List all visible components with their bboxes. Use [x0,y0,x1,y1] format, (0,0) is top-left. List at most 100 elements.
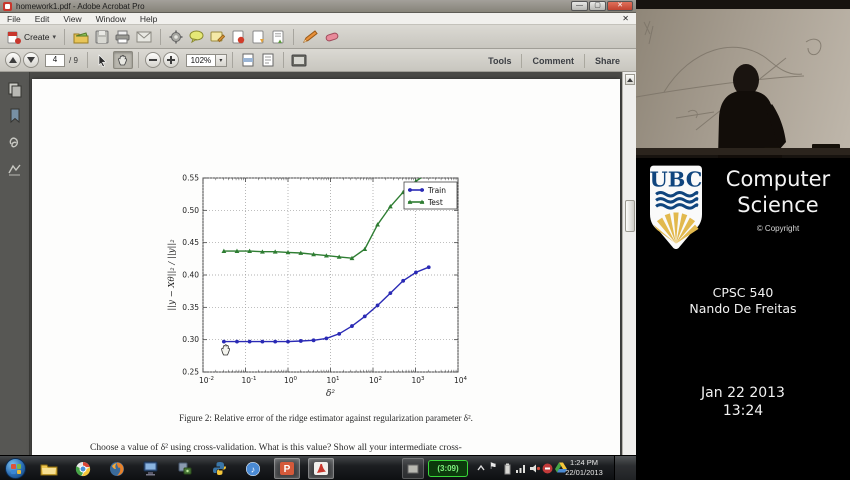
tray-hidden-icons-arrow[interactable] [476,463,486,473]
comment-panel-button[interactable]: Comment [532,55,574,66]
page-thumbnails-icon[interactable] [7,82,23,98]
volume-icon[interactable] [529,463,541,474]
svg-text:10-1: 10-1 [242,376,257,385]
highlight-note-icon[interactable] [207,28,228,46]
toolbar-separator [293,28,295,45]
toolbar-separator [160,28,162,45]
svg-text:δ²: δ² [326,389,335,399]
powerpoint-icon: P [280,462,294,475]
copyright-label: © Copyright [756,224,800,233]
next-page-button[interactable] [23,52,39,68]
zoom-out-button[interactable] [144,52,161,68]
create-dropdown-icon: ▾ [52,33,57,41]
close-button[interactable]: ✕ [607,1,633,11]
zoom-in-button[interactable] [162,52,179,68]
menu-help[interactable]: Help [139,13,158,24]
department-line2: Science [737,193,819,217]
toolbar-separator [64,28,66,45]
open-button[interactable] [70,28,92,46]
toolbar-separator [521,53,523,68]
lecturer-body [718,91,782,158]
google-drive-icon[interactable] [555,462,567,473]
settings-gear-icon[interactable] [166,28,186,46]
select-tool-button[interactable] [93,51,113,69]
taskbar-computer-button[interactable] [138,458,164,479]
page-number-input[interactable]: 4 [45,53,65,67]
menu-window[interactable]: Window [95,13,126,24]
lecture-video-panel: UBC Computer Science [636,0,850,480]
menu-file[interactable]: File [7,13,21,24]
webcam-overlay [636,20,840,158]
title-bar[interactable]: homework1.pdf - Adobe Acrobat Pro — ▢ ✕ [0,0,636,13]
firefox-icon [110,461,124,476]
misc-window-icon [407,464,419,473]
main-toolbar: Create ▾ [0,25,636,49]
instructor-name: Nando De Freitas [689,301,797,316]
save-button[interactable] [92,28,112,46]
taskbar-clock[interactable]: 1:24 PM 22/01/2013 [556,458,612,478]
show-desktop-button[interactable] [614,456,636,480]
hand-cursor [221,344,230,356]
action-center-flag-icon[interactable]: ⚑ [489,461,498,471]
taskbar-itunes-button[interactable]: ♪ [240,458,266,479]
window-title: homework1.pdf - Adobe Acrobat Pro [16,1,145,11]
comment-bubble-icon[interactable] [186,28,207,46]
scrollbar-thumb[interactable] [625,200,635,232]
pdf-stamp-icon[interactable] [228,28,248,46]
up-arrow-icon [9,57,17,63]
svg-text:102: 102 [369,376,382,385]
export-doc-icon[interactable] [268,28,288,46]
previous-page-button[interactable] [5,52,21,68]
course-code: CPSC 540 [712,285,774,300]
svg-text:0.40: 0.40 [182,271,199,280]
zoom-level-input[interactable]: 102% [185,53,216,67]
svg-text:0.25: 0.25 [182,368,199,377]
pdf-doc-icon[interactable] [248,28,268,46]
minimize-button[interactable]: — [571,1,588,11]
zoom-dropdown-icon[interactable]: ▾ [215,53,227,67]
taskbar-python-button[interactable] [206,458,232,479]
battery-timer-badge[interactable]: (3:09) [428,460,468,477]
pencil-tool-icon[interactable] [299,28,321,46]
print-button[interactable] [112,28,133,46]
menu-view[interactable]: View [63,13,82,24]
reading-mode-button[interactable] [289,51,309,69]
ubc-logo-text: UBC [650,166,702,191]
vertical-scrollbar[interactable] [622,72,636,455]
create-button[interactable]: Create ▾ [4,28,59,46]
pdf-page[interactable]: 0.25 0.30 0.35 0.40 0.45 0.50 0.55 10-2 10-1 100 1… [32,79,620,455]
page-total-label: / 9 [69,55,78,65]
taskbar-misc-button[interactable] [402,458,424,479]
taskbar-acrobat-button[interactable] [308,458,334,479]
svg-text:Train: Train [427,186,446,195]
signatures-icon[interactable] [7,162,23,178]
taskbar-vpn-button[interactable] [172,458,198,479]
figure-caption: Figure 2: Relative error of the ridge es… [179,413,473,423]
taskbar-chrome-button[interactable] [70,458,96,479]
attachments-icon[interactable] [7,135,23,151]
hand-tool-button[interactable] [112,51,133,69]
start-button[interactable] [5,458,26,479]
document-body-text: Choose a value of δ² using cross-validat… [90,443,462,453]
single-page-button[interactable] [258,51,278,69]
email-button[interactable] [133,28,155,46]
eraser-tool-icon[interactable] [321,28,343,46]
bookmarks-icon[interactable] [7,108,23,124]
tools-panel-button[interactable]: Tools [488,55,512,66]
menu-edit[interactable]: Edit [34,13,50,24]
maximize-button[interactable]: ▢ [589,1,606,11]
taskbar-powerpoint-button[interactable]: P [274,458,300,479]
taskbar-explorer-button[interactable] [36,458,62,479]
svg-text:0.30: 0.30 [182,335,199,344]
clock-time: 1:24 PM [570,458,598,467]
network-signal-icon[interactable] [515,463,527,474]
share-panel-button[interactable]: Share [594,55,620,66]
scrollbar-up-arrow[interactable] [625,74,635,85]
explorer-icon [40,464,58,475]
battery-icon[interactable] [503,463,512,475]
scroll-mode-button[interactable] [238,51,258,69]
menubar-close-icon[interactable]: ✕ [622,14,629,23]
acrobat-window: homework1.pdf - Adobe Acrobat Pro — ▢ ✕ … [0,0,636,455]
taskbar-firefox-button[interactable] [104,458,130,479]
antivirus-icon[interactable] [542,463,553,474]
